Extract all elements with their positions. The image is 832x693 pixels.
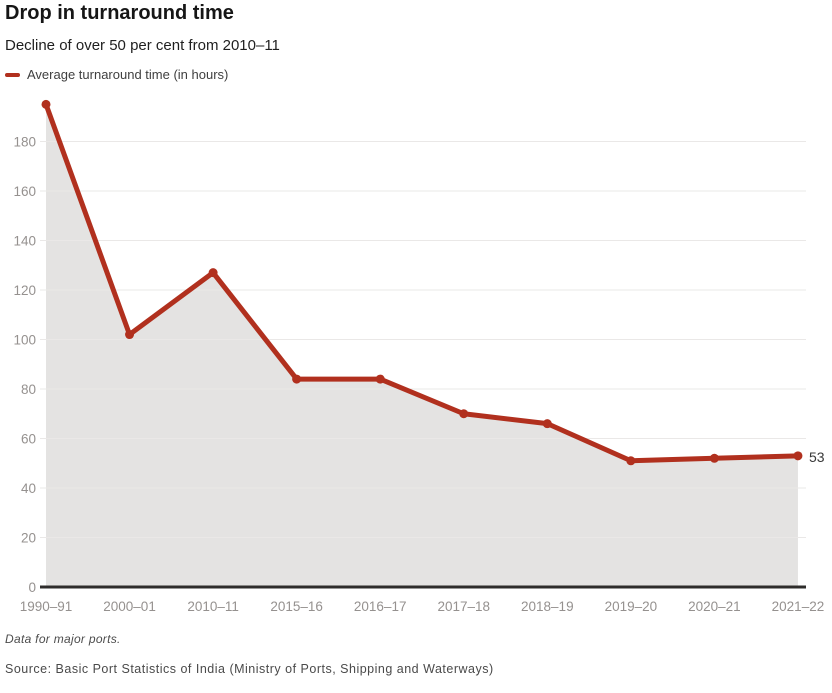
- data-point: [459, 409, 469, 419]
- legend: Average turnaround time (in hours): [5, 67, 228, 82]
- legend-label: Average turnaround time (in hours): [27, 67, 229, 82]
- chart-subtitle: Decline of over 50 per cent from 2010–11: [5, 37, 280, 54]
- y-tick-label: 60: [21, 432, 36, 447]
- turnaround-line-chart: 0 20 40 60 80 100 120 140 160 180 1990–91 2000–01 20…: [13, 99, 825, 614]
- data-point: [709, 453, 719, 463]
- data-point: [41, 99, 51, 109]
- x-tick-label: 2018–19: [521, 599, 574, 614]
- y-tick-label: 100: [13, 333, 36, 348]
- x-tick-label: 2016–17: [354, 599, 407, 614]
- chart-title: Drop in turnaround time: [5, 2, 234, 24]
- y-tick-label: 0: [28, 580, 36, 595]
- x-tick-label: 2010–11: [187, 599, 239, 614]
- data-point: [208, 268, 218, 278]
- source-line: Source: Basic Port Statistics of India (…: [5, 662, 494, 676]
- y-tick-label: 40: [21, 481, 36, 496]
- y-tick-label: 140: [13, 234, 36, 249]
- y-tick-label: 80: [21, 382, 36, 397]
- y-tick-label: 160: [13, 184, 36, 199]
- footnote: Data for major ports.: [5, 632, 121, 646]
- y-tick-label: 180: [13, 135, 36, 150]
- y-tick-label: 120: [13, 283, 36, 298]
- data-point: [793, 451, 803, 461]
- area-fill: [46, 104, 798, 587]
- x-tick-label: 2015–16: [270, 599, 323, 614]
- x-tick-label: 1990–91: [20, 599, 73, 614]
- data-point: [375, 374, 385, 384]
- x-tick-label: 2017–18: [437, 599, 490, 614]
- legend-line-swatch: [5, 72, 20, 77]
- x-tick-label: 2020–21: [688, 599, 741, 614]
- x-tick-label: 2019–20: [605, 599, 658, 614]
- data-point: [292, 374, 302, 384]
- last-value-label: 53: [809, 449, 825, 465]
- data-line: [43, 101, 801, 464]
- x-tick-label: 2000–01: [103, 599, 156, 614]
- data-point: [542, 419, 552, 429]
- y-tick-label: 20: [21, 531, 36, 546]
- data-point: [125, 330, 135, 340]
- x-tick-label: 2021–22: [772, 599, 825, 614]
- data-point: [626, 456, 636, 466]
